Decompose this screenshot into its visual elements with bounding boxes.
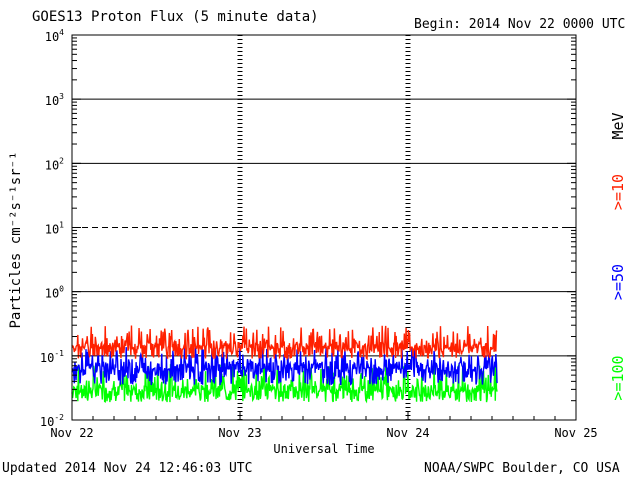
- energy-label-ge50: >=50: [609, 264, 627, 300]
- energy-legend: >=10 >=50 >=100 MeV: [609, 112, 627, 400]
- y-tick-label: 101: [45, 221, 64, 237]
- updated-time: Updated 2014 Nov 24 12:46:03 UTC: [2, 461, 253, 476]
- credit-label: NOAA/SWPC Boulder, CO USA: [424, 461, 620, 476]
- x-tick-label: Nov 22: [50, 426, 93, 440]
- energy-unit-label: MeV: [609, 112, 627, 139]
- series-line-ge10: [71, 325, 498, 361]
- y-tick-label: 10-1: [40, 349, 64, 365]
- series-line-ge100: [71, 364, 498, 404]
- y-tick-label: 102: [45, 156, 64, 172]
- y-axis: 10-2 10-1 100 101 102 103 104: [40, 28, 576, 429]
- y-tick-label: 104: [45, 28, 64, 44]
- begin-time: Begin: 2014 Nov 22 0000 UTC: [414, 17, 626, 32]
- x-axis: Nov 22 Nov 23 Nov 24 Nov 25: [50, 412, 598, 440]
- x-axis-label: Universal Time: [273, 442, 374, 456]
- series-line-ge50: [71, 345, 498, 387]
- energy-label-ge10: >=10: [609, 174, 627, 210]
- y-axis-label: Particles cm⁻²s⁻¹sr⁻¹: [8, 151, 24, 328]
- x-tick-label: Nov 23: [218, 426, 261, 440]
- y-tick-label: 103: [45, 92, 64, 108]
- y-tick-label: 10-2: [40, 413, 64, 429]
- series-layer: [71, 325, 498, 404]
- x-tick-label: Nov 25: [554, 426, 597, 440]
- energy-label-ge100: >=100: [609, 355, 627, 400]
- y-tick-label: 100: [45, 285, 64, 301]
- grid-layer: [72, 35, 576, 420]
- chart-title: GOES13 Proton Flux (5 minute data): [32, 9, 319, 25]
- x-tick-label: Nov 24: [386, 426, 429, 440]
